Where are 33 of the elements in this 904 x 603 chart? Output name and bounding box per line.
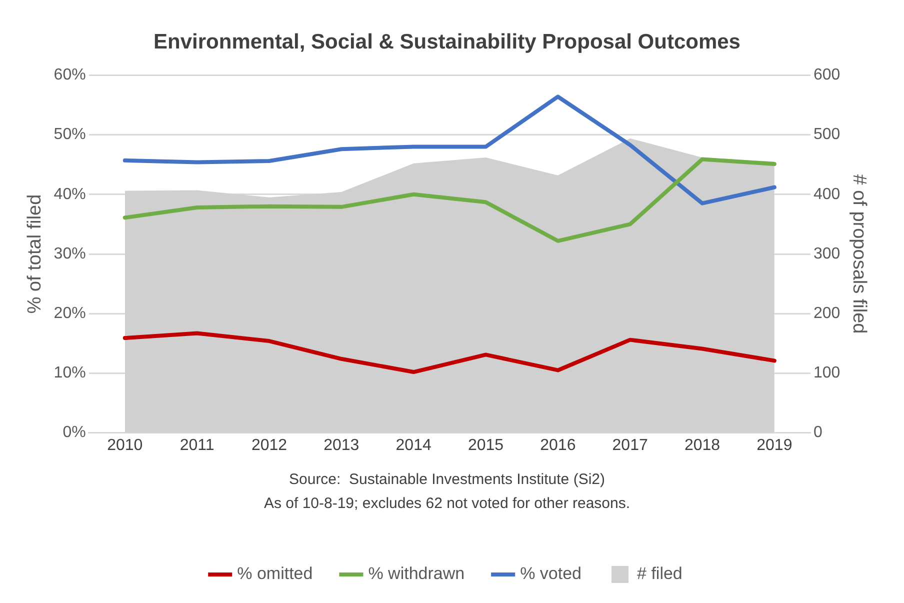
legend-label: % withdrawn (368, 564, 465, 584)
y-tick-label: 60% (54, 66, 86, 84)
legend-label: # filed (637, 564, 682, 584)
x-tick-label: 2015 (468, 436, 504, 454)
legend-label: % voted (520, 564, 582, 584)
x-tick-label: 2011 (180, 436, 214, 454)
y-tick-label: 10% (54, 364, 86, 382)
y-tick-label: 50% (54, 126, 86, 144)
x-tick-label: 2013 (324, 436, 360, 454)
y2-tick-label: 0 (814, 424, 823, 442)
y2-tick-label: 600 (814, 66, 840, 84)
y2-tick-label: 300 (814, 245, 840, 262)
y2-axis-title: # of proposals filed (848, 174, 870, 334)
source-note: Source: Sustainable Investments Institute (Si2) (289, 471, 605, 488)
y-axis-title: % of total filed (24, 194, 46, 314)
chart-title: Environmental, Social & Sustainability Proposal Outcomes (154, 30, 740, 54)
y-tick-label: 30% (54, 245, 86, 262)
y-tick-label: 40% (54, 186, 86, 203)
y-tick-label: 20% (54, 305, 86, 322)
y2-tick-label: 400 (814, 186, 840, 203)
x-tick-label: 2016 (540, 436, 576, 454)
y2-tick-label: 100 (814, 364, 840, 382)
text: As of 10-8-19; excludes 62 not voted for other reasons. (264, 495, 630, 512)
x-tick-label: 2014 (396, 436, 432, 454)
legend-label: % omitted (237, 564, 313, 584)
y-tick-label: 0% (62, 424, 86, 442)
y2-tick-label: 500 (814, 126, 840, 144)
x-tick-label: 2018 (684, 436, 720, 454)
x-tick-label: 2012 (251, 436, 288, 454)
x-tick-label: 2017 (612, 436, 648, 454)
y2-tick-label: 200 (814, 305, 840, 322)
x-tick-label: 2019 (756, 436, 792, 454)
x-tick-label: 2010 (107, 436, 143, 454)
